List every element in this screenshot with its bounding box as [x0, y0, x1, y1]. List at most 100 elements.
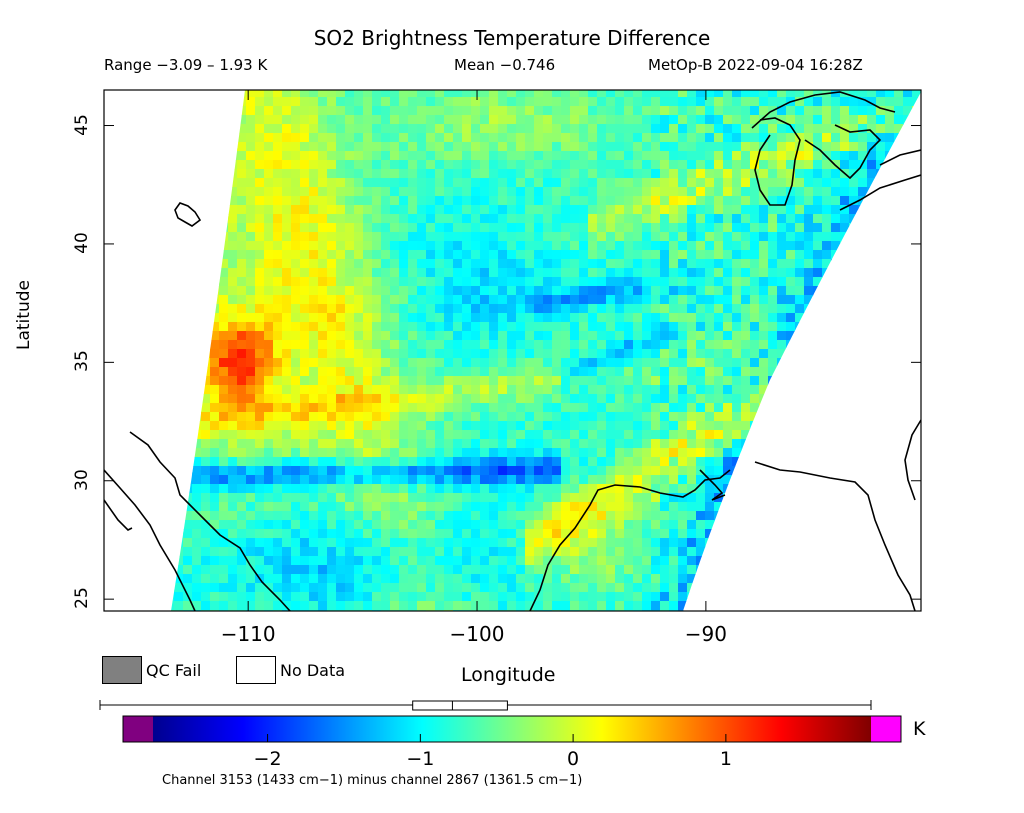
swath-cell: [399, 385, 409, 395]
swath-cell: [327, 439, 337, 449]
swath-cell: [831, 313, 841, 323]
swath-cell: [516, 403, 526, 413]
swath-cell: [408, 367, 418, 377]
swath-cell: [318, 574, 328, 584]
swath-cell: [912, 160, 921, 170]
swath-cell: [462, 277, 472, 287]
swath-cell: [849, 367, 859, 377]
swath-cell: [336, 169, 346, 179]
swath-cell: [228, 493, 238, 503]
swath-cell: [552, 151, 562, 161]
swath-cell: [732, 592, 742, 602]
swath-cell: [399, 313, 409, 323]
swath-cell: [453, 556, 463, 566]
swath-cell: [426, 268, 436, 278]
swath-cell: [480, 196, 490, 206]
swath-cell: [192, 196, 202, 206]
swath-cell: [201, 196, 211, 206]
swath-cell: [426, 394, 436, 404]
swath-cell: [849, 502, 859, 512]
swath-cell: [183, 547, 193, 557]
swath-cell: [813, 187, 823, 197]
swath-cell: [894, 115, 904, 125]
swath-cell: [183, 259, 193, 269]
swath-cell: [768, 601, 778, 611]
swath-cell: [309, 601, 319, 611]
swath-cell: [732, 475, 742, 485]
swath-cell: [471, 484, 481, 494]
swath-cell: [453, 502, 463, 512]
swath-cell: [597, 214, 607, 224]
swath-cell: [804, 295, 814, 305]
swath-cell: [363, 484, 373, 494]
swath-cell: [687, 358, 697, 368]
swath-cell: [336, 304, 346, 314]
swath-cell: [903, 223, 913, 233]
swath-cell: [444, 403, 454, 413]
swath-cell: [462, 232, 472, 242]
swath-cell: [732, 151, 742, 161]
swath-cell: [183, 439, 193, 449]
swath-cell: [777, 376, 787, 386]
swath-cell: [858, 376, 868, 386]
swath-cell: [174, 601, 184, 611]
swath-cell: [255, 304, 265, 314]
swath-cell: [831, 223, 841, 233]
swath-cell: [588, 106, 598, 116]
swath-cell: [660, 529, 670, 539]
swath-cell: [696, 529, 706, 539]
swath-cell: [705, 358, 715, 368]
swath-cell: [732, 394, 742, 404]
swath-cell: [804, 214, 814, 224]
swath-cell: [453, 349, 463, 359]
swath-cell: [921, 214, 931, 224]
swath-cell: [588, 90, 598, 98]
swath-cell: [507, 313, 517, 323]
swath-cell: [318, 475, 328, 485]
swath-cell: [678, 313, 688, 323]
swath-cell: [732, 493, 742, 503]
swath-cell: [804, 448, 814, 458]
swath-cell: [768, 403, 778, 413]
swath-cell: [390, 556, 400, 566]
swath-cell: [606, 97, 616, 107]
swath-cell: [345, 259, 355, 269]
satellite-time-text: MetOp-B 2022-09-04 16:28Z: [648, 56, 863, 74]
swath-cell: [606, 286, 616, 296]
swath-cell: [696, 196, 706, 206]
swath-cell: [363, 205, 373, 215]
swath-cell: [660, 151, 670, 161]
swath-cell: [345, 520, 355, 530]
swath-cell: [435, 241, 445, 251]
swath-cell: [777, 448, 787, 458]
swath-cell: [264, 376, 274, 386]
swath-cell: [849, 385, 859, 395]
swath-cell: [858, 448, 868, 458]
swath-cell: [210, 169, 220, 179]
swath-cell: [732, 565, 742, 575]
swath-cell: [246, 304, 256, 314]
swath-cell: [390, 90, 400, 98]
swath-cell: [678, 322, 688, 332]
swath-cell: [318, 106, 328, 116]
swath-cell: [354, 160, 364, 170]
swath-cell: [822, 349, 832, 359]
swath-cell: [453, 565, 463, 575]
swath-cell: [921, 394, 931, 404]
swath-cell: [912, 538, 921, 548]
swath-cell: [282, 484, 292, 494]
swath-cell: [471, 340, 481, 350]
swath-cell: [381, 277, 391, 287]
swath-cell: [309, 565, 319, 575]
swath-cell: [750, 160, 760, 170]
swath-cell: [615, 349, 625, 359]
swath-cell: [228, 178, 238, 188]
swath-cell: [408, 196, 418, 206]
swath-cell: [525, 358, 535, 368]
swath-cell: [327, 385, 337, 395]
swath-cell: [696, 106, 706, 116]
swath-cell: [624, 178, 634, 188]
swath-cell: [426, 538, 436, 548]
swath-cell: [579, 97, 589, 107]
swath-cell: [426, 520, 436, 530]
